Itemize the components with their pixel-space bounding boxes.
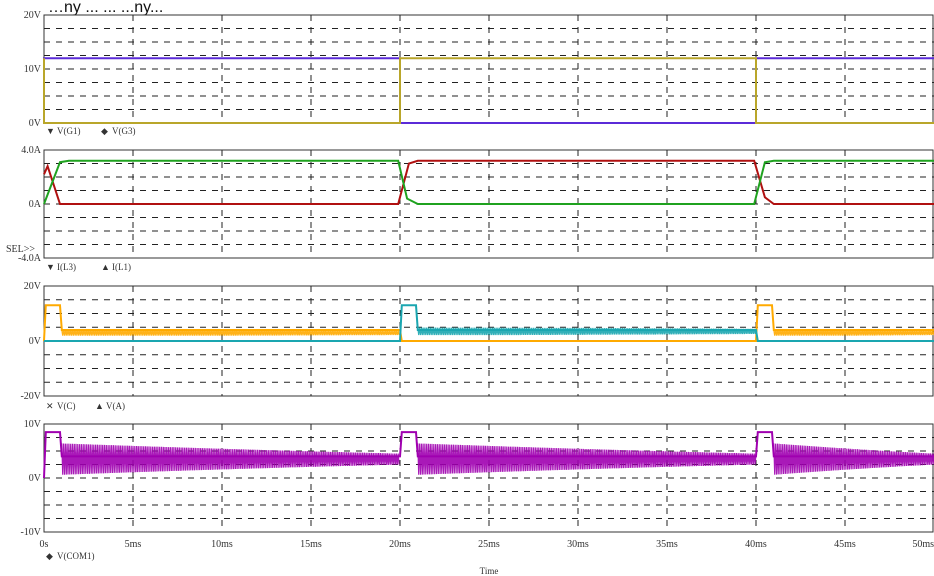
legend-label: V(G1)	[57, 126, 81, 136]
y-tick-label: -10V	[20, 527, 41, 538]
legend-label: I(L3)	[57, 262, 76, 272]
series-oscillation-vcom1	[417, 443, 757, 475]
legend-marker: ▼	[46, 126, 55, 136]
x-tick-label: 50ms	[912, 539, 934, 550]
series-line-il1	[43, 159, 934, 205]
x-tick-label: 30ms	[567, 539, 589, 550]
legend-marker: ▲	[95, 401, 104, 411]
series-line-vc	[43, 304, 934, 342]
legend-marker: ◆	[101, 126, 108, 136]
legend-label: V(G3)	[112, 126, 136, 136]
legend-marker: ▲	[101, 262, 110, 272]
y-tick-label: 10V	[24, 64, 42, 75]
legend-label: I(L1)	[112, 262, 131, 272]
series-oscillation-va	[417, 327, 757, 336]
x-tick-label: 15ms	[300, 539, 322, 550]
x-tick-label: 10ms	[211, 539, 233, 550]
x-tick-label: 5ms	[125, 539, 142, 550]
y-tick-label: 0V	[29, 473, 42, 484]
y-tick-label: 10V	[24, 419, 42, 430]
series-line-il3	[43, 159, 934, 205]
y-tick-label: -4.0A	[18, 253, 42, 264]
legend-marker: ✕	[46, 401, 54, 411]
x-tick-label: 0s	[40, 539, 49, 550]
top-caption: …ny ... ... ...ny...	[48, 0, 163, 16]
legend-marker: ▼	[46, 262, 55, 272]
y-tick-label: 20V	[24, 281, 42, 292]
x-tick-label: 40ms	[745, 539, 767, 550]
series-oscillation-vc	[61, 329, 400, 336]
legend-label: V(C)	[57, 401, 76, 411]
legend-label: V(A)	[106, 401, 125, 411]
legend-marker: ◆	[46, 551, 53, 561]
legend-label: V(COM1)	[57, 551, 95, 561]
y-tick-label: 0V	[29, 336, 42, 347]
panel-1: 20V 10V 0V ▼ V(G1) ◆ V(G3)	[24, 10, 934, 136]
series-oscillation-vcom1	[773, 443, 934, 475]
series-line-vg3	[43, 57, 934, 124]
x-tick-label: 20ms	[389, 539, 411, 550]
x-tick-label: 25ms	[478, 539, 500, 550]
series-oscillation-vcom1	[61, 443, 400, 475]
x-tick-label: 45ms	[834, 539, 856, 550]
x-axis-label: Time	[480, 566, 499, 576]
y-tick-label: 0A	[29, 199, 42, 210]
y-tick-label: -20V	[20, 391, 41, 402]
panel-3: 20V 0V -20V ✕ V(C) ▲ V(A)	[20, 281, 934, 411]
panel-4: 10V 0V -10V ◆ V(COM1) 0s 5ms 10ms 15ms 20ms 25ms 30…	[20, 419, 934, 576]
series-line-vcom1	[43, 431, 934, 479]
sel-marker-label: SEL>>	[6, 244, 35, 255]
y-tick-label: 20V	[24, 10, 42, 21]
y-tick-label: 0V	[29, 118, 42, 129]
series-line-va	[44, 304, 934, 342]
y-tick-label: 4.0A	[21, 145, 42, 156]
x-tick-label: 35ms	[656, 539, 678, 550]
